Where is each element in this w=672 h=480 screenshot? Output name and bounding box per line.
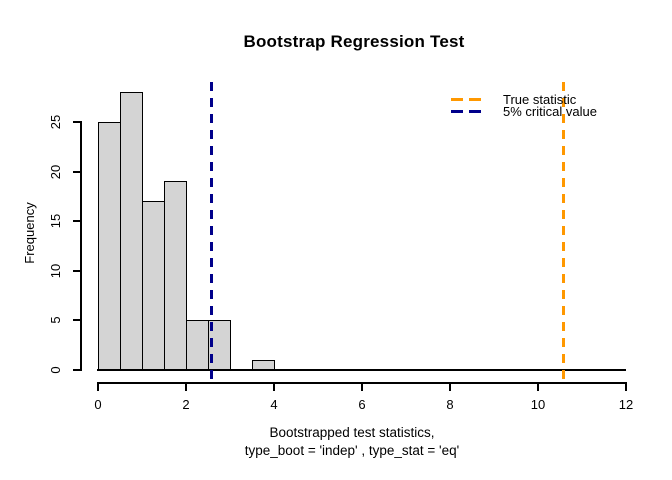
x-tick [537,382,539,391]
y-tick [73,368,81,371]
y-tick [73,170,81,173]
y-tick-label: 25 [48,114,63,130]
y-axis-line [80,121,82,371]
x-tick-label: 0 [94,397,102,412]
histogram-bar [186,320,209,371]
legend-dashed-line-sample [451,98,483,102]
x-tick-label: 2 [182,397,190,412]
legend-label: 5% critical value [503,103,597,119]
legend-row: 5% critical value [451,103,597,119]
x-tick [625,382,627,391]
x-tick-label: 8 [446,397,454,412]
legend-row: True statistic [451,92,597,107]
x-tick-label: 10 [530,397,546,412]
legend: True statistic 5% critical value [451,92,597,119]
histogram-baseline [97,369,626,371]
x-tick-label: 6 [358,397,366,412]
y-tick [73,269,81,272]
y-tick-label: 15 [48,213,63,229]
x-axis-label: Bootstrapped test statistics, type_boot … [92,424,612,460]
histogram-bar [164,181,187,371]
y-tick [73,319,81,321]
x-axis-label-line1: Bootstrapped test statistics, [269,425,435,440]
x-tick [361,382,363,391]
y-tick [73,220,81,222]
x-tick-label: 4 [270,397,278,412]
x-tick [449,382,451,391]
histogram-bar [98,122,121,371]
vline-critical-value [209,82,213,383]
y-tick-label: 5 [48,316,63,324]
x-tick [273,382,275,391]
x-tick [185,382,187,391]
histogram-bar [120,92,143,371]
x-axis-label-line2: type_boot = 'indep' , type_stat = 'eq' [244,443,460,458]
y-tick-label: 0 [48,365,63,374]
y-tick-label: 10 [48,263,63,278]
x-tick-label: 12 [618,397,634,412]
chart-title: Bootstrap Regression Test [243,32,465,51]
vline-true-statistic [561,82,565,383]
y-tick-label: 20 [48,164,63,179]
legend-dashed-line-sample [451,109,483,113]
histogram-bar [142,201,165,371]
x-tick [97,382,99,391]
y-tick [73,121,81,123]
legend-label: True statistic [503,92,577,107]
